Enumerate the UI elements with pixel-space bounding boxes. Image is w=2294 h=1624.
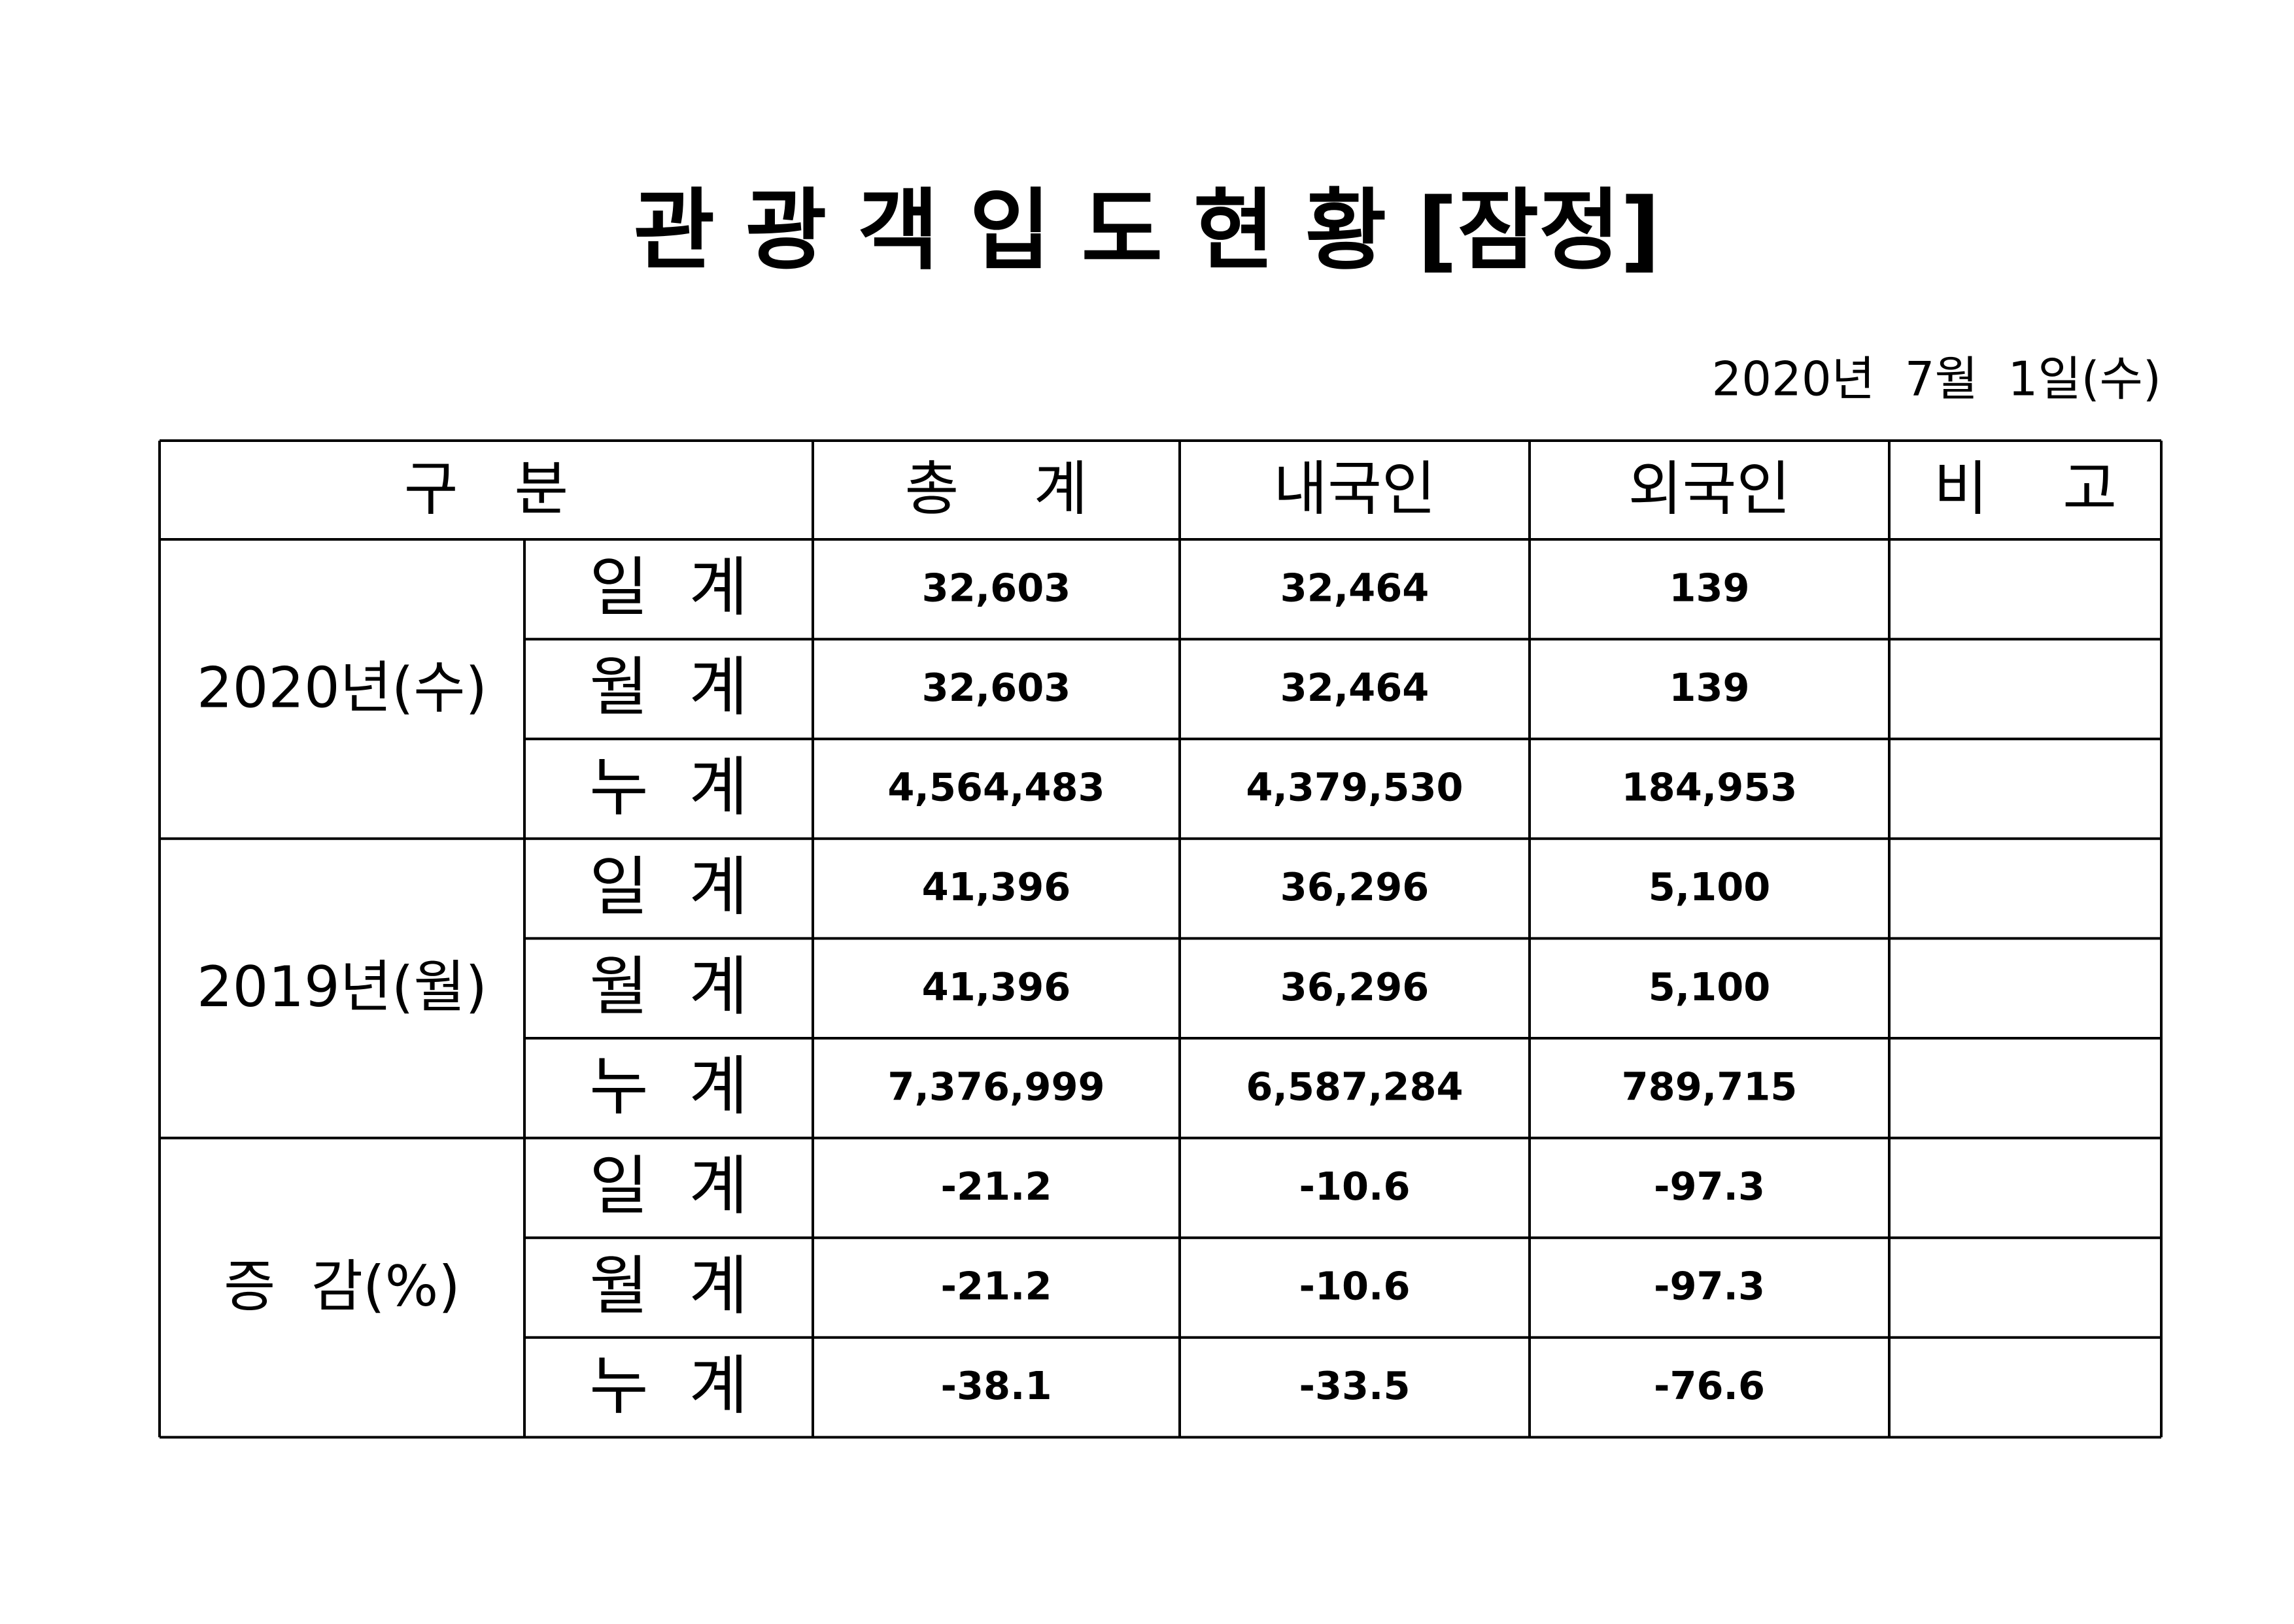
- row-label: 월 계: [589, 950, 748, 1024]
- date: 2020년 7월 1일(수): [1711, 352, 2161, 407]
- row-label: 일 계: [589, 850, 748, 924]
- title: 관 광 객 입 도 현 황 [잠정]: [634, 179, 1660, 282]
- row-label: 누 계: [589, 750, 748, 824]
- cell-value: -10.6: [1299, 1164, 1410, 1209]
- cell-value: 32,603: [922, 565, 1071, 610]
- group-label: 증 감(%): [224, 1254, 460, 1319]
- cell-value: -21.2: [940, 1164, 1052, 1209]
- column-header: 비 고: [1934, 454, 2117, 523]
- column-header: 내국인: [1273, 454, 1435, 523]
- column-header: 총 계: [904, 454, 1087, 523]
- cell-value: 139: [1669, 565, 1749, 610]
- cell-value: -97.3: [1654, 1164, 1765, 1209]
- row-label: 일 계: [589, 1149, 748, 1224]
- cell-value: 32,464: [1280, 565, 1429, 610]
- cell-value: 6,587,284: [1246, 1064, 1463, 1109]
- cell-value: 789,715: [1622, 1064, 1798, 1109]
- cell-value: 32,603: [922, 665, 1071, 710]
- column-header: 외국인: [1628, 454, 1790, 523]
- cell-value: 5,100: [1649, 964, 1771, 1009]
- cell-value: -76.6: [1654, 1363, 1765, 1408]
- cell-value: -38.1: [940, 1363, 1052, 1408]
- cell-value: -21.2: [940, 1264, 1052, 1309]
- cell-value: 32,464: [1280, 665, 1429, 710]
- row-label: 누 계: [589, 1349, 748, 1423]
- column-header: 구 분: [404, 454, 568, 523]
- cell-value: 7,376,999: [887, 1064, 1104, 1109]
- cell-value: 139: [1669, 665, 1749, 710]
- cell-value: -97.3: [1654, 1264, 1765, 1309]
- group-label: 2019년(월): [197, 955, 487, 1020]
- row-label: 일 계: [589, 550, 748, 625]
- cell-value: 4,564,483: [887, 765, 1104, 810]
- cell-value: -33.5: [1299, 1363, 1410, 1408]
- cell-value: 36,296: [1280, 964, 1429, 1009]
- cell-value: 5,100: [1649, 864, 1771, 909]
- cell-value: 4,379,530: [1246, 765, 1463, 810]
- group-label: 2020년(수): [197, 655, 487, 720]
- row-label: 월 계: [589, 651, 748, 725]
- cell-value: 36,296: [1280, 864, 1429, 909]
- row-label: 누 계: [589, 1049, 748, 1124]
- row-label: 월 계: [589, 1249, 748, 1323]
- cell-value: 41,396: [922, 964, 1071, 1009]
- cell-value: 184,953: [1622, 765, 1798, 810]
- cell-value: 41,396: [922, 864, 1071, 909]
- cell-value: -10.6: [1299, 1264, 1410, 1309]
